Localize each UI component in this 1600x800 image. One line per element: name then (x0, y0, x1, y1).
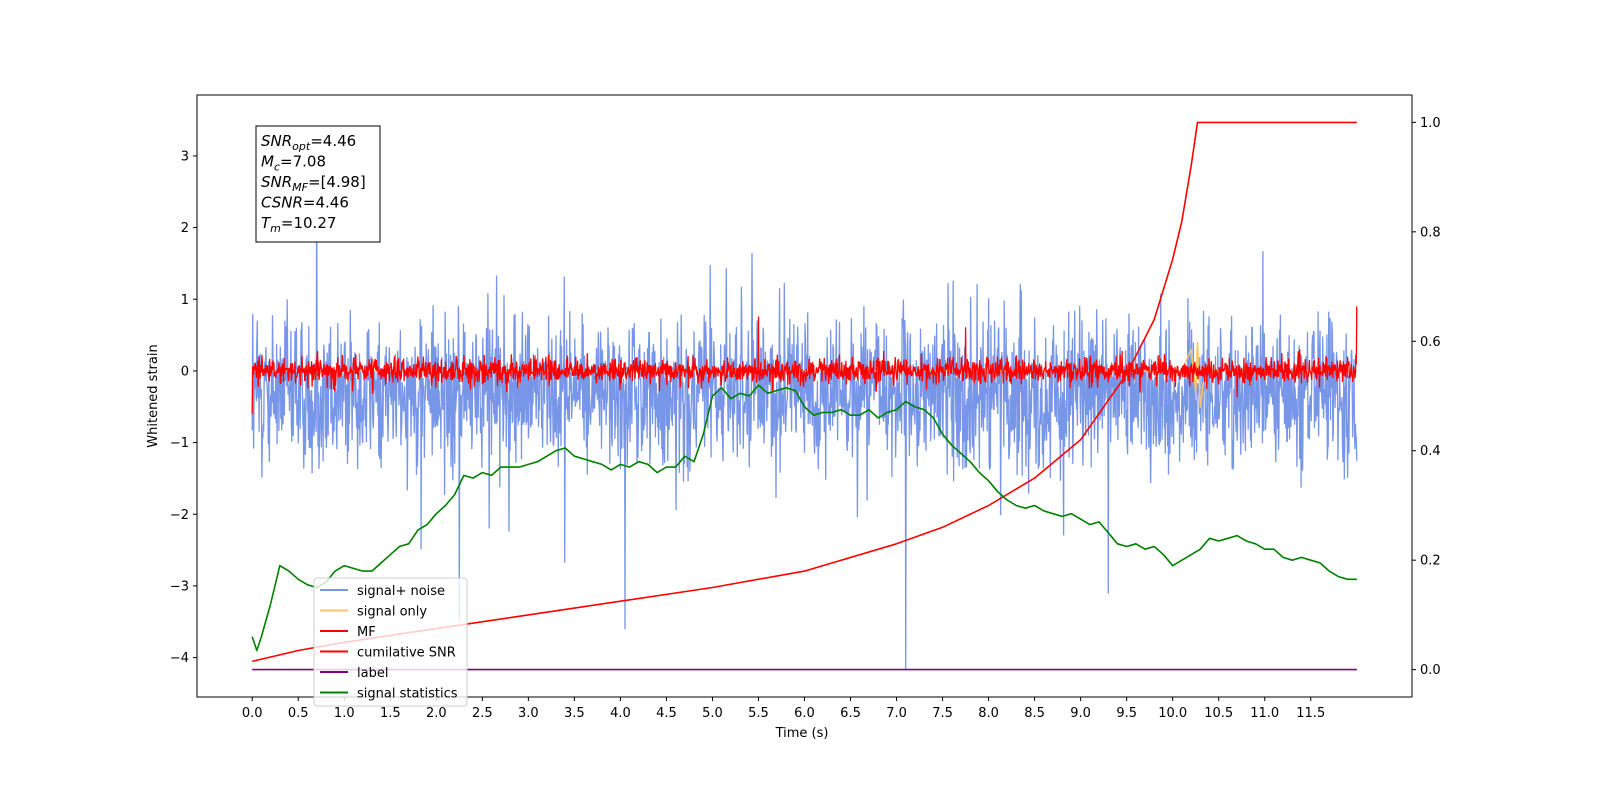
y-tick-label: −1 (170, 436, 189, 451)
x-tick-label: 11.5 (1296, 706, 1325, 721)
series-mf-line (251, 306, 1358, 414)
x-tick-label: 5.5 (748, 706, 769, 721)
x-tick-label: 0.0 (242, 706, 263, 721)
x-tick-label: 2.0 (426, 706, 447, 721)
x-tick-label: 3.0 (518, 706, 539, 721)
x-tick-label: 5.0 (702, 706, 723, 721)
x-tick-label: 9.0 (1070, 706, 1091, 721)
y-tick-label: 1 (181, 293, 189, 308)
x-tick-label: 6.0 (794, 706, 815, 721)
x-tick-label: 7.0 (886, 706, 907, 721)
y-axis-label: Whitened strain (146, 344, 161, 447)
annotation-line: Tm=10.27 (261, 214, 336, 235)
x-tick-label: 8.5 (1024, 706, 1045, 721)
x-tick-label: 4.5 (656, 706, 677, 721)
y2-tick-label: 0.8 (1420, 225, 1441, 240)
y-tick-label: 2 (181, 221, 189, 236)
legend-entry: MF (357, 625, 376, 640)
x-tick-label: 9.5 (1116, 706, 1137, 721)
series-signal-statistics-line (251, 384, 1357, 652)
legend: signal+ noise signal only MF cumilative SNR… (313, 577, 468, 707)
y-axis-right: 0.0 0.2 0.4 0.6 0.8 1.0 (1412, 116, 1441, 678)
x-tick-label: 1.5 (380, 706, 401, 721)
legend-entry: signal+ noise (357, 584, 445, 599)
annotation-line: SNRopt=4.46 (261, 132, 356, 153)
y-tick-label: −3 (170, 579, 189, 594)
x-axis-label: Time (s) (775, 726, 829, 741)
x-tick-label: 0.5 (288, 706, 309, 721)
x-tick-label: 7.5 (932, 706, 953, 721)
y-tick-label: −4 (170, 651, 189, 666)
series-signal-noise-line (251, 155, 1358, 669)
x-tick-label: 11.0 (1250, 706, 1279, 721)
annotation-frame (255, 125, 381, 243)
y2-tick-label: 0.2 (1420, 554, 1441, 569)
annotation-line: CSNR=4.46 (261, 194, 349, 212)
y2-tick-label: 1.0 (1420, 116, 1441, 131)
x-tick-label: 6.5 (840, 706, 861, 721)
legend-entry: signal only (357, 605, 427, 620)
legend-entry: cumilative SNR (357, 646, 456, 661)
annotation-line: SNRMF=[4.98] (261, 173, 366, 194)
x-tick-label: 2.5 (472, 706, 493, 721)
x-tick-label: 3.5 (564, 706, 585, 721)
x-tick-label: 10.5 (1204, 706, 1233, 721)
legend-frame (313, 577, 468, 707)
y-tick-label: 3 (181, 149, 189, 164)
y-tick-label: 0 (181, 364, 189, 379)
y2-tick-label: 0.4 (1420, 444, 1441, 459)
x-tick-label: 10.0 (1158, 706, 1187, 721)
y2-tick-label: 0.6 (1420, 335, 1441, 350)
y2-tick-label: 0.0 (1420, 663, 1441, 678)
x-tick-label: 1.0 (334, 706, 355, 721)
x-tick-label: 4.0 (610, 706, 631, 721)
y-tick-label: −2 (170, 508, 189, 523)
annotation-line: Mc=7.08 (261, 153, 326, 174)
x-axis: 0.0 0.5 1.0 1.5 2.0 2.5 3.0 3.5 4.0 4.5 5.0 5.5 6.0 6… (242, 697, 1325, 721)
legend-entry: signal statistics (357, 687, 458, 702)
legend-entry: label (357, 666, 388, 681)
x-tick-label: 8.0 (978, 706, 999, 721)
y-axis-left: −4 −3 −2 −1 0 1 2 3 (170, 149, 197, 666)
